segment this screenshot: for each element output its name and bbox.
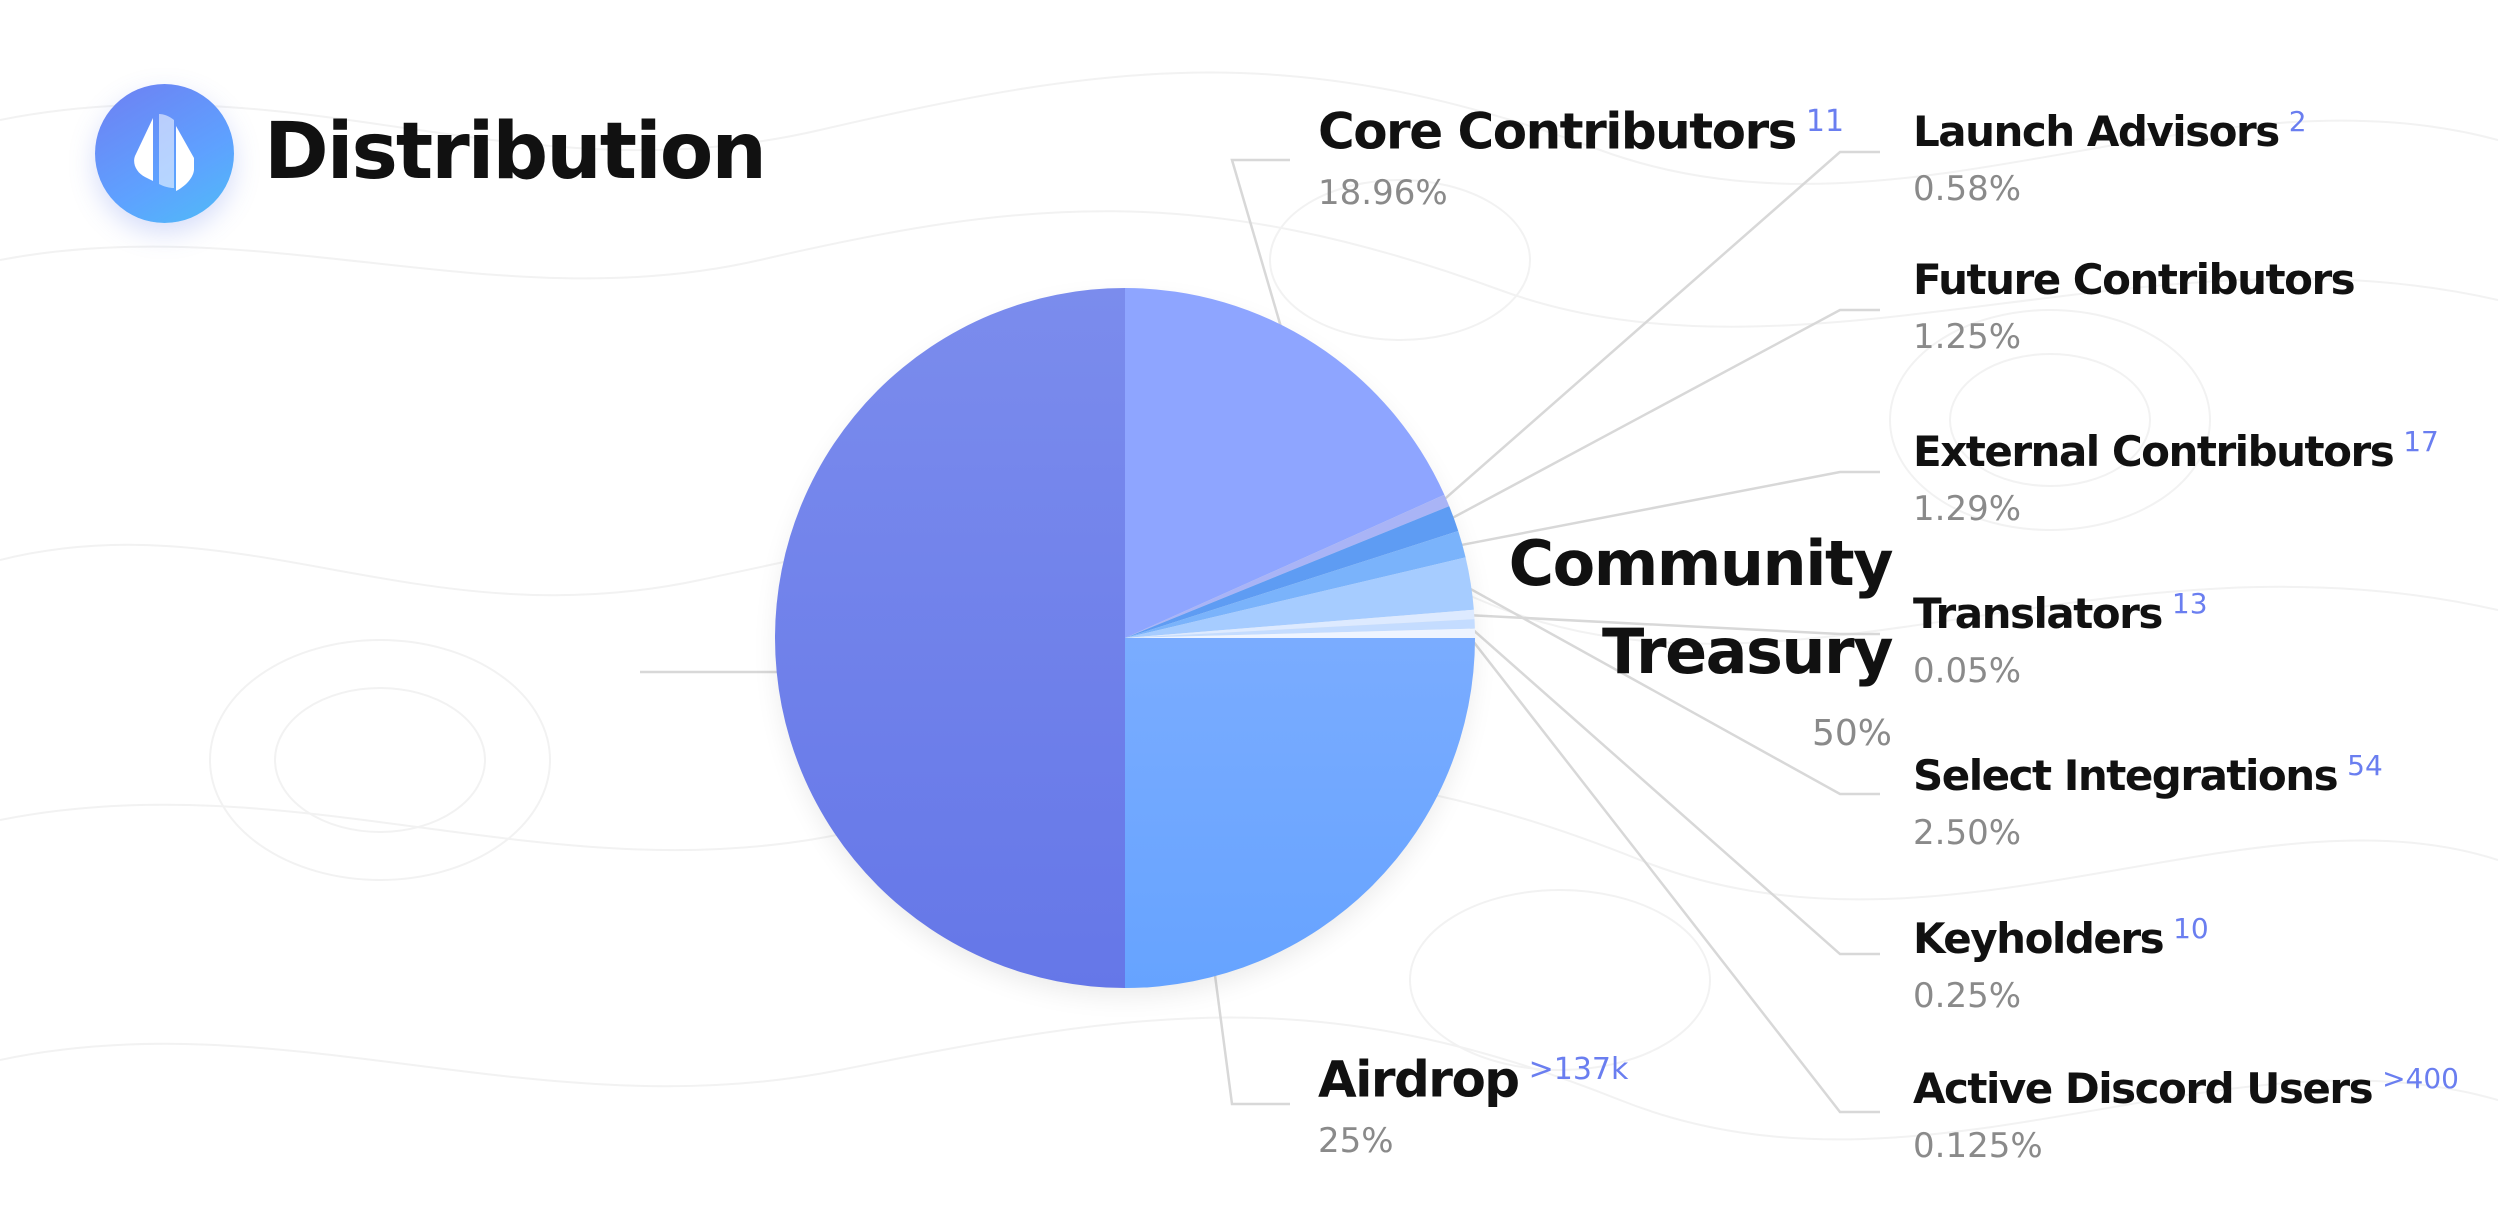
- leader-line-future-contributors: [1445, 308, 1880, 523]
- slice-name-text: Launch Advisors: [1913, 107, 2280, 156]
- slice-percentage: 1.29%: [1913, 489, 2022, 529]
- pie-slice-community-treasury: [775, 288, 1125, 988]
- pie-slice-airdrop: [1125, 638, 1475, 988]
- slice-count-badge: 13: [2171, 587, 2208, 620]
- leader-line-translators: [1466, 613, 1880, 636]
- leader-line-active-discord-users: [1466, 632, 1880, 1114]
- slice-label-translators: Translators 13 0.05%: [1913, 578, 2208, 694]
- pie-slice-keyholders: [1125, 619, 1475, 638]
- slice-count-badge: 10: [2173, 912, 2209, 945]
- slice-name: Translators 13: [1913, 578, 2208, 640]
- slice-name: Active Discord Users >400: [1913, 1053, 2459, 1115]
- slice-name: External Contributors 17: [1913, 416, 2439, 478]
- slice-percentage: 25%: [1318, 1120, 1394, 1161]
- leader-line-select-integrations: [1462, 583, 1880, 796]
- slice-name-text: Keyholders: [1913, 914, 2165, 963]
- slice-label-keyholders: Keyholders 10 0.25%: [1913, 903, 2209, 1019]
- pie-slice-external-contributors: [1125, 531, 1466, 638]
- slice-count-badge: 2: [2288, 105, 2307, 138]
- slice-name: Keyholders 10: [1913, 903, 2209, 965]
- slice-label-select-integrations: Select Integrations 54 2.50%: [1913, 740, 2383, 856]
- slice-name: Community Treasury: [1472, 520, 1894, 696]
- slice-name: Launch Advisors 2: [1913, 96, 2307, 158]
- slice-label-core-contributors: Core Contributors 11 18.96%: [1318, 92, 1844, 216]
- pie-slice-translators: [1125, 609, 1475, 638]
- slice-percentage: 0.05%: [1913, 651, 2022, 691]
- slice-name: Select Integrations 54: [1913, 740, 2383, 802]
- slice-label-external-contributors: External Contributors 17 1.29%: [1913, 416, 2439, 532]
- leader-line-airdrop: [1213, 972, 1290, 1106]
- slice-name-text: Translators: [1913, 589, 2163, 638]
- page-title: Distribution: [264, 107, 767, 197]
- slice-name-text: Future Contributors: [1913, 255, 2356, 304]
- leader-line-external-contributors: [1454, 470, 1880, 548]
- slice-percentage: 0.125%: [1913, 1126, 2043, 1166]
- pie-slice-core-contributors: [1125, 288, 1445, 638]
- leader-line-core-contributors: [1230, 158, 1290, 330]
- slice-percentage: 50%: [1811, 713, 1892, 754]
- slice-label-future-contributors: Future Contributors 1.25%: [1913, 254, 2356, 360]
- slice-label-airdrop: Airdrop >137k 25%: [1318, 1040, 1628, 1164]
- slice-name: Core Contributors 11: [1318, 92, 1844, 162]
- slice-name-text: External Contributors: [1913, 427, 2395, 476]
- slice-name-text: Community Treasury: [1508, 527, 1894, 688]
- slice-percentage: 0.58%: [1913, 169, 2022, 209]
- slice-count-badge: >137k: [1528, 1052, 1629, 1087]
- slice-percentage: 2.50%: [1913, 813, 2022, 853]
- slice-count-badge: >400: [2382, 1062, 2459, 1095]
- slice-name: Airdrop >137k: [1318, 1040, 1628, 1110]
- ens-logo-icon: [95, 84, 234, 223]
- slice-name-text: Airdrop: [1318, 1050, 1520, 1109]
- slice-percentage: 0.25%: [1913, 976, 2022, 1016]
- slice-name: Future Contributors: [1913, 254, 2356, 306]
- slice-name-text: Select Integrations: [1913, 751, 2339, 800]
- slice-percentage: 1.25%: [1913, 317, 2022, 357]
- slice-name-text: Active Discord Users: [1913, 1064, 2374, 1113]
- slice-name-text: Core Contributors: [1318, 102, 1797, 161]
- pie-slice-select-integrations: [1125, 557, 1474, 638]
- pie-slice-launch-advisors: [1125, 494, 1450, 638]
- slice-percentage: 18.96%: [1318, 172, 1448, 213]
- pie-slice-active-discord-users: [1125, 628, 1475, 638]
- slice-count-badge: 11: [1805, 104, 1845, 139]
- leader-line-keyholders: [1465, 623, 1880, 956]
- slice-label-launch-advisors: Launch Advisors 2 0.58%: [1913, 96, 2307, 212]
- slice-label-active-discord-users: Active Discord Users >400 0.125%: [1913, 1053, 2459, 1169]
- pie-slice-future-contributors: [1125, 506, 1459, 638]
- slice-count-badge: 54: [2347, 749, 2383, 782]
- slice-count-badge: 17: [2403, 425, 2439, 458]
- leader-line-launch-advisors: [1438, 150, 1880, 505]
- slice-label-community-treasury: Community Treasury 50%: [1472, 520, 1894, 758]
